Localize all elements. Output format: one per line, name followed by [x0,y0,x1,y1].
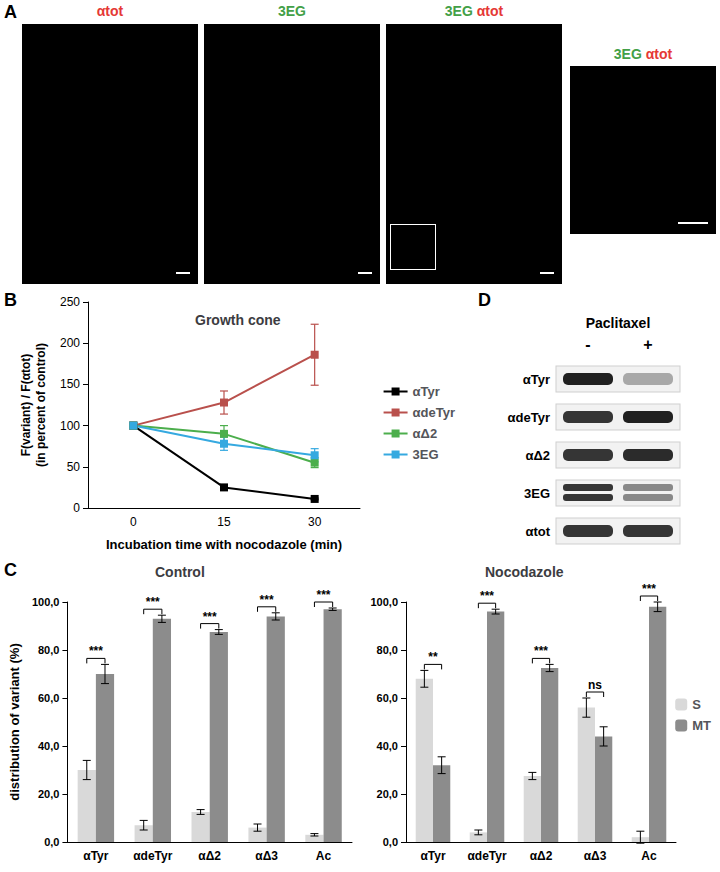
svg-text:***: *** [203,610,217,624]
svg-text:αΔ3: αΔ3 [255,849,278,863]
svg-text:100,0: 100,0 [32,596,60,608]
svg-text:Ac: Ac [316,849,332,863]
html-text:3EG αtot: 3EG αtot [613,46,673,62]
html-text:B: B [4,290,17,310]
svg-text:αTyr: αTyr [413,384,440,399]
svg-text:αdeTyr: αdeTyr [413,405,455,420]
svg-text:***: *** [146,595,160,609]
svg-text:αTyr: αTyr [420,849,445,863]
html-text:3EG αtot: 3EG αtot [444,3,504,19]
html-text:A: A [4,2,17,22]
svg-text:3EG: 3EG [524,486,550,501]
svg-text:***: *** [260,593,274,607]
svg-text:20,0: 20,0 [377,788,398,800]
svg-text:αtot: αtot [525,524,550,539]
svg-text:-: - [585,336,590,353]
svg-text:***: *** [89,644,103,658]
svg-text:αΔ2: αΔ2 [530,849,553,863]
svg-text:αΔ2: αΔ2 [525,448,550,463]
svg-text:150: 150 [60,377,80,391]
svg-text:***: *** [534,644,548,658]
svg-text:0: 0 [130,515,137,529]
svg-text:F(variant) / F(αtot): F(variant) / F(αtot) [19,354,33,457]
svg-text:15: 15 [217,515,231,529]
svg-text:αdeTyr: αdeTyr [133,849,172,863]
svg-text:Nocodazole: Nocodazole [485,564,564,580]
svg-text:αΔ3: αΔ3 [584,849,607,863]
svg-text:40,0: 40,0 [38,740,59,752]
svg-text:60,0: 60,0 [38,692,59,704]
svg-text:Incubation time with nocodazol: Incubation time with nocodazole (min) [106,537,342,552]
svg-text:80,0: 80,0 [38,644,59,656]
svg-text:250: 250 [60,295,80,309]
svg-text:αdeTyr: αdeTyr [467,849,506,863]
html-text:3EG: 3EG [278,3,306,19]
svg-text:Paclitaxel: Paclitaxel [586,315,651,331]
svg-text:3EG: 3EG [413,447,439,462]
svg-text:αTyr: αTyr [523,372,550,387]
svg-text:(in percent of control): (in percent of control) [34,343,48,467]
svg-text:***: *** [317,588,331,602]
svg-text:MT: MT [692,718,711,733]
svg-text:Growth cone: Growth cone [195,312,281,328]
svg-text:S: S [692,697,701,712]
svg-text:D: D [478,290,491,310]
html-text:αtot: αtot [96,3,124,19]
svg-text:Control: Control [155,564,205,580]
svg-text:0,0: 0,0 [383,836,398,848]
svg-text:0: 0 [73,501,80,515]
svg-text:***: *** [480,589,494,603]
svg-text:ns: ns [588,678,602,692]
svg-text:**: ** [428,650,438,664]
svg-text:100,0: 100,0 [370,596,398,608]
svg-text:80,0: 80,0 [377,644,398,656]
svg-text:30: 30 [308,515,322,529]
svg-text:40,0: 40,0 [377,740,398,752]
svg-text:αΔ2: αΔ2 [198,849,221,863]
svg-text:Ac: Ac [641,849,657,863]
svg-text:0,0: 0,0 [44,836,59,848]
svg-text:***: *** [642,582,656,596]
svg-text:200: 200 [60,336,80,350]
svg-text:50: 50 [67,460,81,474]
svg-text:100: 100 [60,419,80,433]
svg-text:αTyr: αTyr [83,849,108,863]
svg-text:+: + [643,336,652,353]
svg-text:20,0: 20,0 [38,788,59,800]
svg-text:αΔ2: αΔ2 [413,426,438,441]
svg-text:distribution of variant (%): distribution of variant (%) [7,643,22,800]
html-text:C: C [4,560,17,580]
svg-text:αdeTyr: αdeTyr [508,410,550,425]
svg-text:60,0: 60,0 [377,692,398,704]
